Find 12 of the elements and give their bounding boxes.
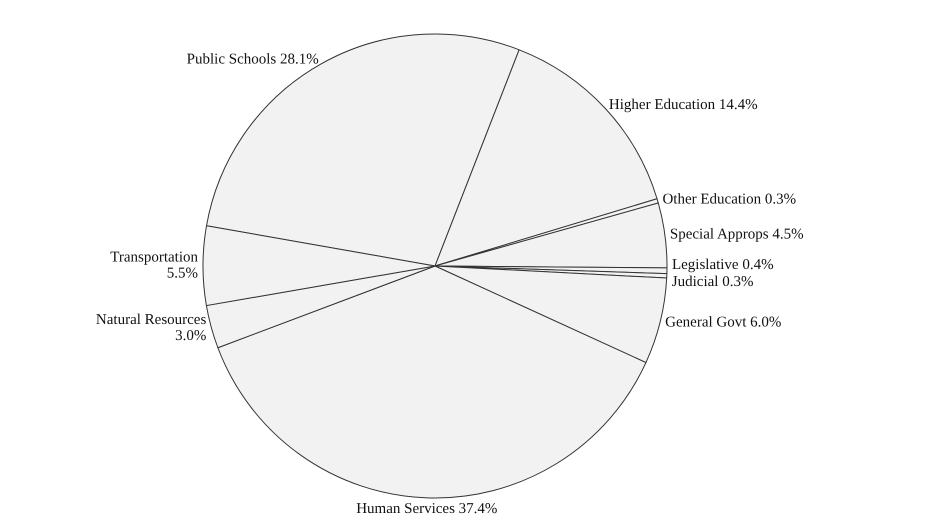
slice-label: Natural Resources: [96, 312, 206, 328]
data-label: 3.0%: [175, 328, 206, 344]
slice-label: Transportation: [110, 250, 198, 266]
data-label: 5.5%: [166, 266, 198, 282]
slice-label: Higher Education 14.4%: [608, 96, 758, 113]
slice-label: Public Schools 28.1%: [186, 51, 319, 68]
slice-label: Special Approps 4.5%: [670, 226, 804, 242]
slice-label: General Govt 6.0%: [665, 314, 782, 330]
slice-label: Human Services 37.4%: [356, 500, 498, 517]
slice-label: Legislative 0.4%: [672, 256, 774, 273]
slice-label: Other Education 0.3%: [662, 191, 796, 208]
slice-label: Judicial 0.3%: [672, 274, 754, 290]
